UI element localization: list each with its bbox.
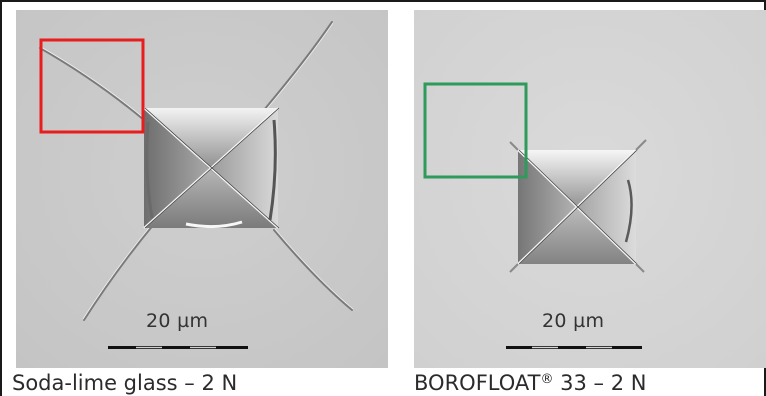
- sem-image-soda-lime: 20 µm: [16, 10, 388, 368]
- scale-bar-label: 20 µm: [542, 310, 605, 332]
- registered-mark: ®: [540, 372, 554, 387]
- highlight-box-red: [39, 38, 145, 134]
- caption-text: Soda-lime glass – 2 N: [12, 371, 238, 395]
- scale-bar: [108, 346, 248, 349]
- caption-borofloat: BOROFLOAT® 33 – 2 N: [414, 371, 646, 395]
- highlight-box-green: [423, 82, 528, 179]
- radial-cracks: [39, 21, 354, 321]
- scale-bar-label: 20 µm: [146, 310, 209, 332]
- caption-soda-lime: Soda-lime glass – 2 N: [12, 371, 237, 395]
- caption-prefix: BOROFLOAT: [414, 371, 541, 395]
- sem-image-borofloat: 20 µm: [414, 10, 766, 368]
- vickers-indent: [143, 107, 280, 229]
- vickers-indent: [509, 139, 647, 273]
- scale-bar: [506, 346, 642, 349]
- caption-suffix: 33 – 2 N: [553, 371, 647, 395]
